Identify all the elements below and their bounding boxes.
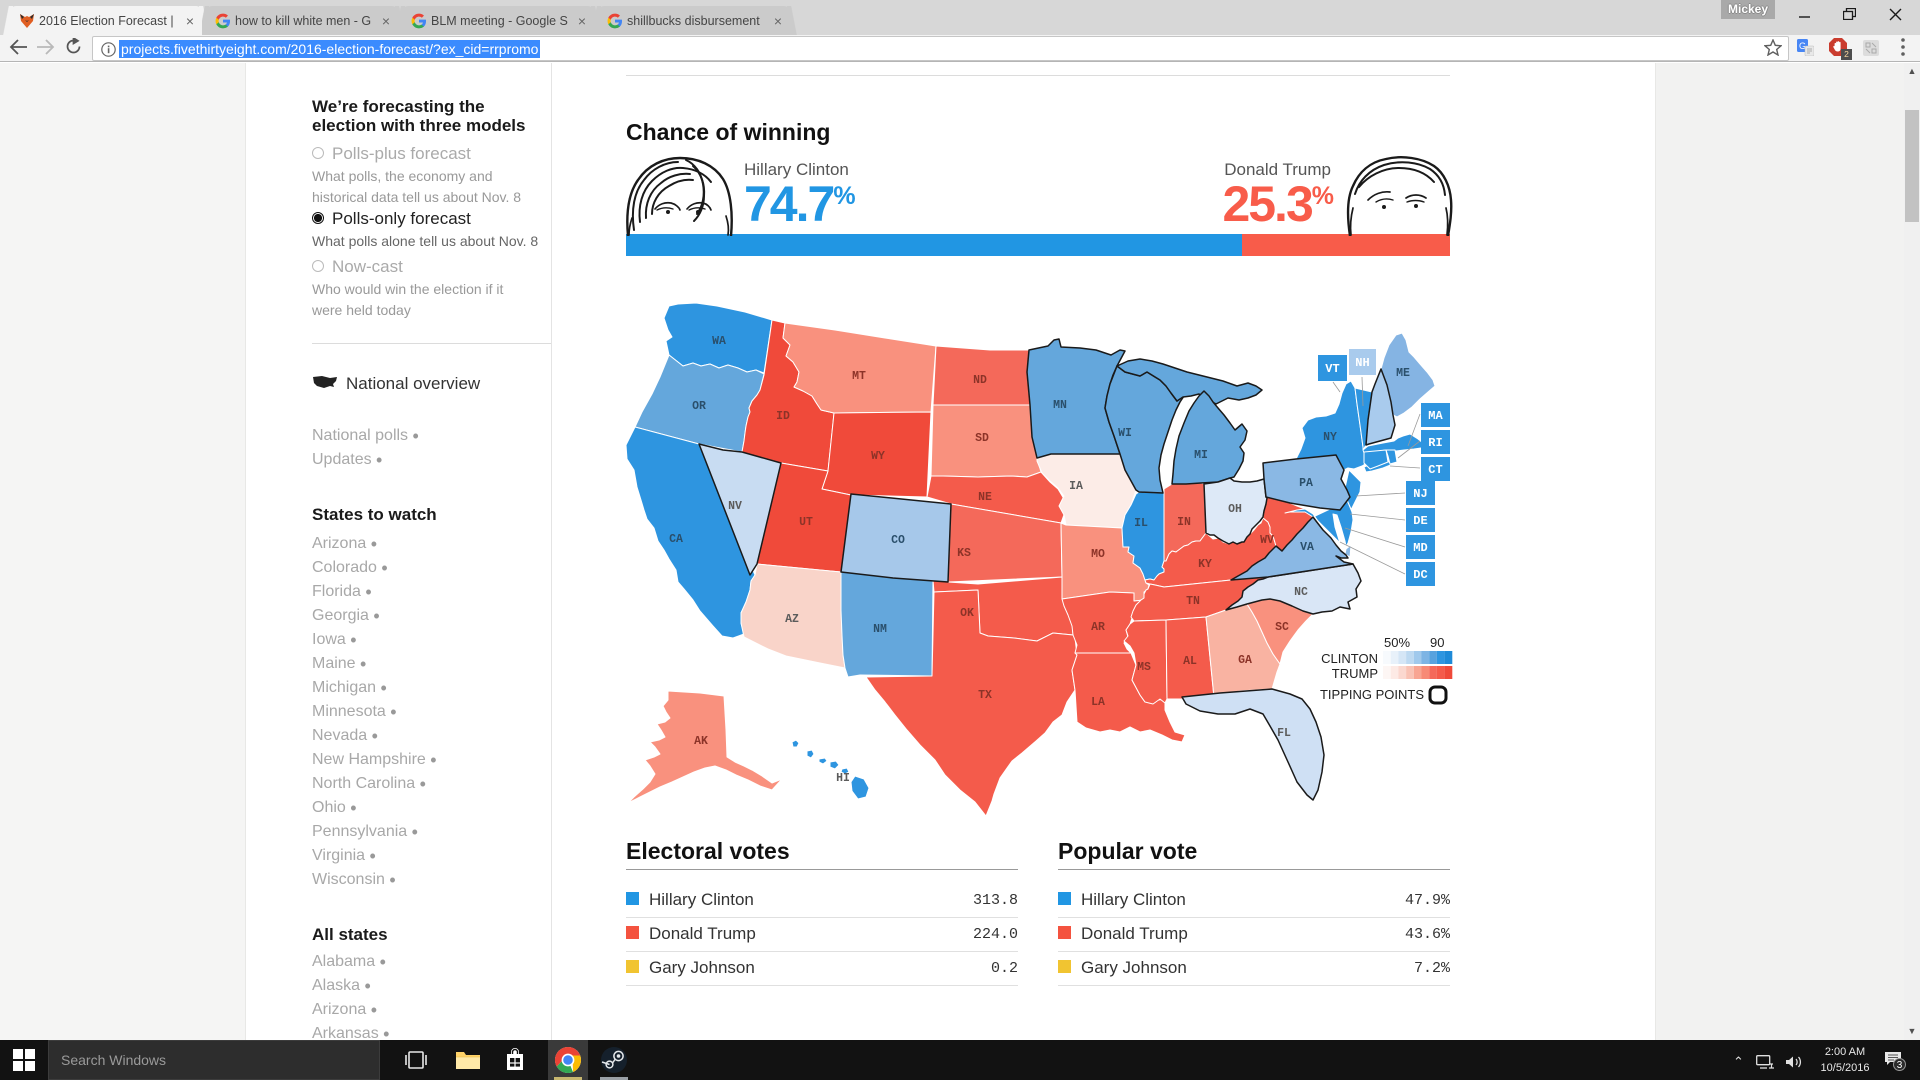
svg-text:ND: ND <box>973 374 987 387</box>
svg-text:LA: LA <box>1091 696 1105 709</box>
svg-text:AL: AL <box>1183 655 1197 668</box>
svg-text:MT: MT <box>852 370 866 383</box>
svg-text:KY: KY <box>1198 558 1212 571</box>
svg-text:MA: MA <box>1428 409 1443 423</box>
svg-text:MD: MD <box>1413 541 1427 555</box>
svg-text:TX: TX <box>978 689 992 702</box>
svg-text:IN: IN <box>1177 516 1191 529</box>
svg-text:VT: VT <box>1325 362 1339 376</box>
svg-text:CLINTON: CLINTON <box>1321 651 1378 666</box>
svg-text:OH: OH <box>1228 503 1242 516</box>
svg-text:AZ: AZ <box>785 613 799 626</box>
svg-text:NV: NV <box>728 500 742 513</box>
svg-text:KS: KS <box>957 547 971 560</box>
svg-text:MN: MN <box>1053 399 1067 412</box>
svg-text:MI: MI <box>1194 449 1208 462</box>
svg-text:PA: PA <box>1299 477 1313 490</box>
svg-text:NH: NH <box>1355 356 1369 370</box>
svg-text:FL: FL <box>1277 727 1291 740</box>
svg-text:WI: WI <box>1118 427 1132 440</box>
svg-text:NM: NM <box>873 623 887 636</box>
svg-text:SC: SC <box>1275 621 1289 634</box>
svg-text:VA: VA <box>1300 541 1314 554</box>
svg-text:ID: ID <box>776 410 790 423</box>
svg-text:OR: OR <box>692 400 706 413</box>
svg-text:NY: NY <box>1323 431 1337 444</box>
svg-text:RI: RI <box>1428 436 1442 450</box>
svg-text:WA: WA <box>712 335 726 348</box>
svg-text:ME: ME <box>1396 367 1410 380</box>
svg-text:GA: GA <box>1238 654 1252 667</box>
svg-text:NJ: NJ <box>1413 487 1427 501</box>
svg-text:UT: UT <box>799 516 813 529</box>
svg-text:G: G <box>1799 41 1806 51</box>
svg-text:TN: TN <box>1186 595 1200 608</box>
svg-text:DC: DC <box>1413 568 1427 582</box>
svg-text:TIPPING POINTS: TIPPING POINTS <box>1320 687 1424 702</box>
svg-text:CT: CT <box>1428 463 1442 477</box>
svg-text:IL: IL <box>1134 517 1148 530</box>
svg-text:OK: OK <box>960 607 974 620</box>
svg-text:MS: MS <box>1137 661 1151 674</box>
svg-text:50%: 50% <box>1384 635 1410 650</box>
svg-text:HI: HI <box>836 772 850 785</box>
svg-text:DE: DE <box>1413 514 1427 528</box>
svg-text:NC: NC <box>1294 586 1308 599</box>
svg-text:SD: SD <box>975 432 989 445</box>
svg-text:WY: WY <box>871 450 885 463</box>
svg-text:MO: MO <box>1091 548 1105 561</box>
svg-text:TRUMP: TRUMP <box>1332 666 1378 681</box>
svg-text:IA: IA <box>1069 480 1083 493</box>
svg-text:CO: CO <box>891 534 905 547</box>
svg-text:AR: AR <box>1091 621 1105 634</box>
svg-text:AK: AK <box>694 735 708 748</box>
svg-text:WV: WV <box>1260 534 1274 547</box>
svg-text:90: 90 <box>1430 635 1444 650</box>
svg-text:NE: NE <box>978 491 992 504</box>
svg-text:CA: CA <box>669 533 683 546</box>
